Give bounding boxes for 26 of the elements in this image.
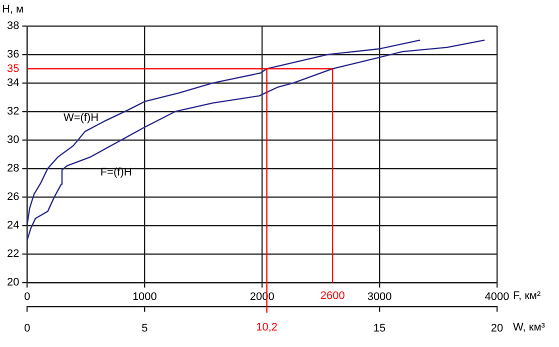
ref-line-label: 2600 [320,290,345,302]
y-axis-title: H, м [2,4,24,16]
x2-tick-label: 0 [24,322,30,334]
y-tick-label: 24 [6,220,20,232]
x-tick-label: 4000 [484,291,510,304]
x-axis-title: F, км² [513,290,541,302]
y-tick-label: 22 [6,248,20,260]
y-tick-label: 26 [6,191,20,204]
y-tick-label: 30 [6,134,20,146]
x-tick-label: 1000 [132,291,157,304]
x-tick-label: 0 [24,291,30,304]
x2-tick-label: 20 [490,322,504,334]
ref-line-label: 10,2 [256,321,278,334]
x2-axis-title: W, км³ [513,321,546,334]
series-label: F=(f)H [100,166,132,179]
y-tick-label: 34 [6,77,20,90]
y-tick-label: 28 [6,162,20,175]
series-label: W=(f)H [63,112,99,124]
y-tick-label: 32 [6,106,20,118]
x2-tick-label: 5 [142,322,148,334]
x-tick-label: 3000 [367,291,392,304]
y-tick-label: 38 [6,20,20,32]
ref-line-label: 35 [6,62,20,75]
y-tick-label: 36 [6,48,20,61]
y-tick-label: 20 [6,276,20,289]
x2-tick-label: 15 [373,322,386,334]
